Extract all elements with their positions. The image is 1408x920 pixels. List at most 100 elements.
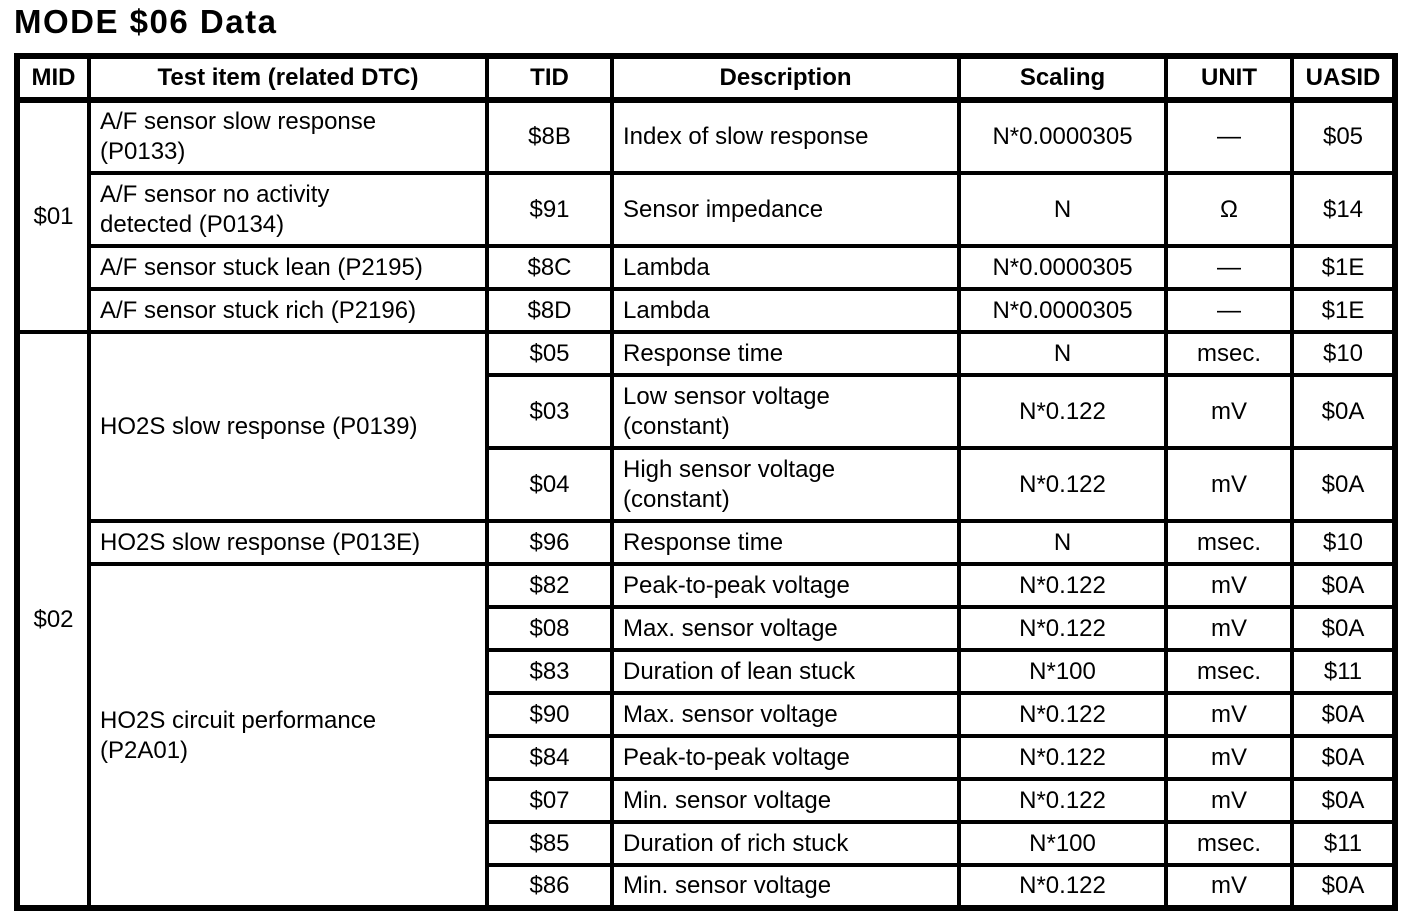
cell-unit: —: [1164, 244, 1294, 292]
cell-unit: mV: [1164, 734, 1294, 782]
cell-description: Lambda: [610, 244, 961, 292]
cell-test-item: HO2S circuit performance (P2A01): [87, 562, 489, 911]
table-row: A/F sensor stuck lean (P2195) $8C Lambda…: [17, 244, 1397, 292]
cell-scaling: N*0.0000305: [957, 98, 1168, 176]
cell-scaling: N*0.0000305: [957, 287, 1168, 335]
cell-tid: $03: [485, 373, 614, 451]
cell-test-item: A/F sensor no activity detected (P0134): [87, 171, 489, 249]
cell-uasid: $05: [1290, 98, 1397, 176]
cell-unit: —: [1164, 98, 1294, 176]
cell-tid: $96: [485, 519, 614, 567]
header-row: MID Test item (related DTC) TID Descript…: [15, 54, 1397, 104]
col-header-scaling: Scaling: [957, 54, 1168, 104]
cell-scaling: N*0.122: [957, 691, 1168, 739]
cell-tid: $90: [485, 691, 614, 739]
cell-unit: mV: [1164, 446, 1294, 524]
cell-uasid: $0A: [1290, 446, 1397, 524]
cell-unit: msec.: [1164, 519, 1294, 567]
cell-tid: $8C: [485, 244, 614, 292]
cell-unit: —: [1164, 287, 1294, 335]
cell-mid: $01: [15, 98, 91, 335]
cell-scaling: N*0.122: [957, 446, 1168, 524]
cell-test-item: HO2S slow response (P013E): [87, 519, 489, 567]
cell-unit: msec.: [1164, 648, 1294, 696]
cell-unit: msec.: [1164, 330, 1294, 378]
cell-unit: Ω: [1164, 171, 1294, 249]
cell-tid: $05: [485, 330, 614, 378]
cell-scaling: N*0.122: [957, 605, 1168, 653]
cell-scaling: N*100: [957, 648, 1168, 696]
cell-uasid: $11: [1290, 820, 1397, 868]
cell-uasid: $11: [1290, 648, 1397, 696]
cell-tid: $86: [485, 863, 614, 911]
cell-scaling: N: [957, 330, 1168, 378]
cell-tid: $07: [485, 777, 614, 825]
cell-description: Min. sensor voltage: [610, 777, 961, 825]
cell-uasid: $10: [1290, 330, 1397, 378]
table-row: $07 Min. sensor voltage N*0.122 mV $0A: [17, 777, 1397, 825]
cell-description: Max. sensor voltage: [610, 605, 961, 653]
table-row: $84 Peak-to-peak voltage N*0.122 mV $0A: [17, 734, 1397, 782]
cell-uasid: $0A: [1290, 562, 1397, 610]
cell-unit: mV: [1164, 691, 1294, 739]
cell-tid: $91: [485, 171, 614, 249]
cell-description: Duration of lean stuck: [610, 648, 961, 696]
cell-scaling: N*0.122: [957, 777, 1168, 825]
table-row: $04 High sensor voltage (constant) N*0.1…: [17, 446, 1397, 524]
cell-uasid: $0A: [1290, 691, 1397, 739]
cell-test-item: A/F sensor stuck lean (P2195): [87, 244, 489, 292]
cell-tid: $82: [485, 562, 614, 610]
table-row: $90 Max. sensor voltage N*0.122 mV $0A: [17, 691, 1397, 739]
cell-unit: mV: [1164, 863, 1294, 911]
cell-tid: $83: [485, 648, 614, 696]
cell-unit: msec.: [1164, 820, 1294, 868]
cell-unit: mV: [1164, 562, 1294, 610]
cell-mid: $02: [15, 330, 91, 911]
cell-scaling: N*0.0000305: [957, 244, 1168, 292]
table-row: HO2S circuit performance (P2A01) $82 Pea…: [17, 562, 1397, 911]
cell-description: Max. sensor voltage: [610, 691, 961, 739]
cell-unit: mV: [1164, 373, 1294, 451]
table-row: A/F sensor stuck rich (P2196) $8D Lambda…: [17, 287, 1397, 335]
cell-scaling: N: [957, 519, 1168, 567]
cell-description: Peak-to-peak voltage: [610, 734, 961, 782]
cell-tid: $08: [485, 605, 614, 653]
cell-test-item: HO2S slow response (P0139): [87, 330, 489, 524]
cell-uasid: $1E: [1290, 287, 1397, 335]
cell-test-item: A/F sensor slow response (P0133): [87, 98, 489, 176]
cell-scaling: N*0.122: [957, 373, 1168, 451]
col-header-test-item: Test item (related DTC): [87, 54, 489, 104]
cell-scaling: N*100: [957, 820, 1168, 868]
cell-scaling: N: [957, 171, 1168, 249]
cell-uasid: $0A: [1290, 777, 1397, 825]
cell-description: Sensor impedance: [610, 171, 961, 249]
cell-uasid: $10: [1290, 519, 1397, 567]
cell-scaling: N*0.122: [957, 562, 1168, 610]
table-row: $08 Max. sensor voltage N*0.122 mV $0A: [17, 605, 1397, 653]
cell-scaling: N*0.122: [957, 734, 1168, 782]
cell-description: Peak-to-peak voltage: [610, 562, 961, 610]
cell-test-item: A/F sensor stuck rich (P2196): [87, 287, 489, 335]
table-row: HO2S slow response (P013E) $96 Response …: [17, 519, 1397, 567]
cell-unit: mV: [1164, 605, 1294, 653]
cell-description: Lambda: [610, 287, 961, 335]
cell-tid: $85: [485, 820, 614, 868]
cell-uasid: $0A: [1290, 734, 1397, 782]
col-header-tid: TID: [485, 54, 614, 104]
cell-description: Response time: [610, 519, 961, 567]
cell-description: Response time: [610, 330, 961, 378]
cell-uasid: $0A: [1290, 863, 1397, 911]
cell-uasid: $1E: [1290, 244, 1397, 292]
cell-description: High sensor voltage (constant): [610, 446, 961, 524]
cell-description: Duration of rich stuck: [610, 820, 961, 868]
mode-06-data-table: MID Test item (related DTC) TID Descript…: [14, 53, 1398, 912]
col-header-mid: MID: [15, 54, 91, 104]
cell-uasid: $0A: [1290, 373, 1397, 451]
table-row: $02 HO2S slow response (P0139) $05 Respo…: [15, 330, 1397, 911]
page-title: MODE $06 Data: [14, 3, 278, 40]
table-row: $03 Low sensor voltage (constant) N*0.12…: [17, 373, 1397, 451]
cell-uasid: $0A: [1290, 605, 1397, 653]
cell-unit: mV: [1164, 777, 1294, 825]
cell-tid: $8B: [485, 98, 614, 176]
